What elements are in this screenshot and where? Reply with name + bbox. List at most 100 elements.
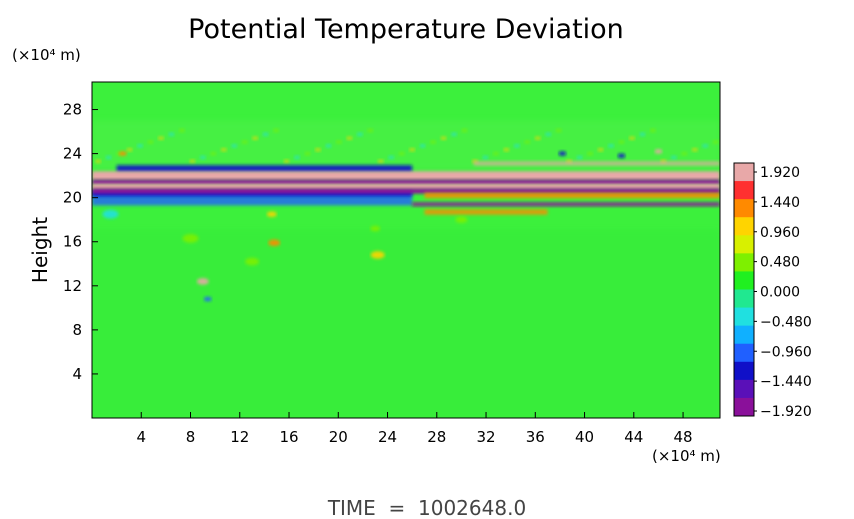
wave-ripple: [419, 144, 426, 148]
red-band-east: [424, 192, 720, 199]
red-streak-east: [424, 209, 548, 215]
colorbar-swatch: [734, 181, 754, 200]
colorbar-label: 1.920: [760, 165, 800, 181]
eddy-feature: [245, 257, 260, 266]
pink-band-east-upper: [473, 161, 720, 166]
wave-ripple: [241, 140, 248, 144]
wave-ripple: [283, 159, 290, 163]
eddy-feature: [196, 278, 209, 285]
x-tick-label: 40: [575, 428, 594, 446]
wave-ripple: [607, 144, 615, 148]
purple-band-middle: [92, 188, 720, 194]
wave-ripple: [681, 152, 688, 156]
wave-ripple: [545, 132, 552, 136]
colorbar-swatch: [734, 343, 754, 363]
eddy-feature: [654, 149, 663, 154]
wave-ripple: [189, 159, 196, 163]
wave-ripple: [335, 140, 343, 144]
colorbar-swatch: [734, 397, 754, 417]
wave-ripple: [429, 140, 437, 144]
wave-ripple: [251, 136, 259, 140]
colorbar-label: −1.440: [760, 374, 812, 390]
wave-ripple: [408, 148, 416, 152]
x-tick-label: 32: [476, 428, 495, 446]
pink-band-top: [92, 171, 720, 181]
colorbar-label: −0.480: [760, 314, 812, 330]
time-label: TIME = 1002648.0: [327, 496, 526, 519]
colorbar-frame: [733, 162, 755, 417]
wave-ripple: [691, 148, 698, 152]
wave-ripple: [314, 148, 322, 152]
eddy-feature: [558, 151, 567, 156]
x-tick-label: 44: [624, 428, 643, 446]
wave-ripple: [670, 155, 678, 160]
wave-ripple: [586, 152, 594, 156]
wave-ripple: [524, 140, 531, 144]
wave-ripple: [398, 152, 405, 156]
wave-ripple: [702, 144, 709, 148]
eddy-feature: [203, 296, 212, 302]
y-axis: 4 8 12 16 20 24 28: [63, 101, 98, 383]
y-axis-label: Height: [28, 217, 52, 283]
wave-ripple: [534, 136, 541, 140]
x-axis: 4 8 12 16 20 24 28 32 36 40 44 48: [136, 412, 693, 446]
colorbar-swatch: [734, 199, 754, 218]
x-tick-label: 12: [230, 428, 249, 446]
colorbar-swatch: [734, 289, 754, 309]
colorbar: 1.920 1.440 0.960 0.480 0.000 −0.480 −0.960 −1.…: [733, 162, 812, 420]
x-tick-label: 20: [329, 428, 348, 446]
wave-ripple: [210, 152, 217, 156]
wave-ripple: [147, 140, 154, 144]
wave-ripple: [367, 128, 374, 133]
colorbar-swatch: [734, 271, 754, 290]
wave-ripple: [492, 152, 500, 156]
wave-ripple: [304, 152, 311, 156]
colorbar-swatch: [734, 163, 754, 182]
y-tick-label: 12: [63, 277, 82, 295]
jet-bands: [92, 161, 720, 215]
wave-ripple: [325, 144, 332, 148]
purple-band-east: [412, 202, 720, 207]
x-tick-label: 48: [674, 428, 693, 446]
eddy-feature: [182, 234, 199, 243]
y-tick-label: 28: [63, 101, 82, 119]
wave-ripple: [293, 155, 301, 160]
eddy-feature: [266, 211, 277, 217]
wave-ripple: [628, 136, 636, 140]
plot-frame: [91, 81, 721, 419]
wave-ripple: [262, 132, 269, 136]
wave-ripple: [440, 136, 447, 140]
wave-ripple: [482, 155, 489, 160]
wave-ripple: [576, 155, 583, 160]
wave-ripple: [105, 155, 112, 160]
x-tick-label: 8: [186, 428, 196, 446]
colorbar-swatch: [734, 217, 754, 236]
y-tick-label: 16: [63, 233, 82, 251]
wave-ripple: [618, 140, 625, 144]
x-tick-label: 16: [279, 428, 298, 446]
wave-ripple: [231, 144, 238, 148]
purple-band-top: [92, 179, 720, 185]
x-tick-label: 28: [427, 428, 446, 446]
wave-ripple: [136, 144, 144, 148]
eddy-feature: [617, 153, 626, 159]
heatmap-texture-lower: [92, 230, 720, 418]
colorbar-label: −0.960: [760, 344, 812, 360]
wave-ripple: [450, 132, 458, 136]
colorbar-label: 0.960: [760, 225, 800, 241]
wave-ripple: [461, 128, 468, 133]
blue-band-upper: [116, 165, 413, 173]
y-tick-label: 4: [72, 365, 82, 383]
wave-ripple: [157, 136, 165, 140]
wave-ripple: [272, 128, 280, 133]
y-tick-label: 24: [63, 145, 82, 163]
wave-ripple: [503, 148, 510, 152]
wave-ripple: [712, 140, 719, 144]
x-tick-label: 36: [526, 428, 545, 446]
colorbar-swatch: [734, 253, 754, 272]
colorbar-label: 1.440: [760, 195, 800, 211]
wave-ripple: [126, 148, 133, 152]
colorbar-label: 0.000: [760, 285, 800, 301]
colorbar-swatch: [734, 361, 754, 381]
wave-ripple: [168, 132, 175, 136]
